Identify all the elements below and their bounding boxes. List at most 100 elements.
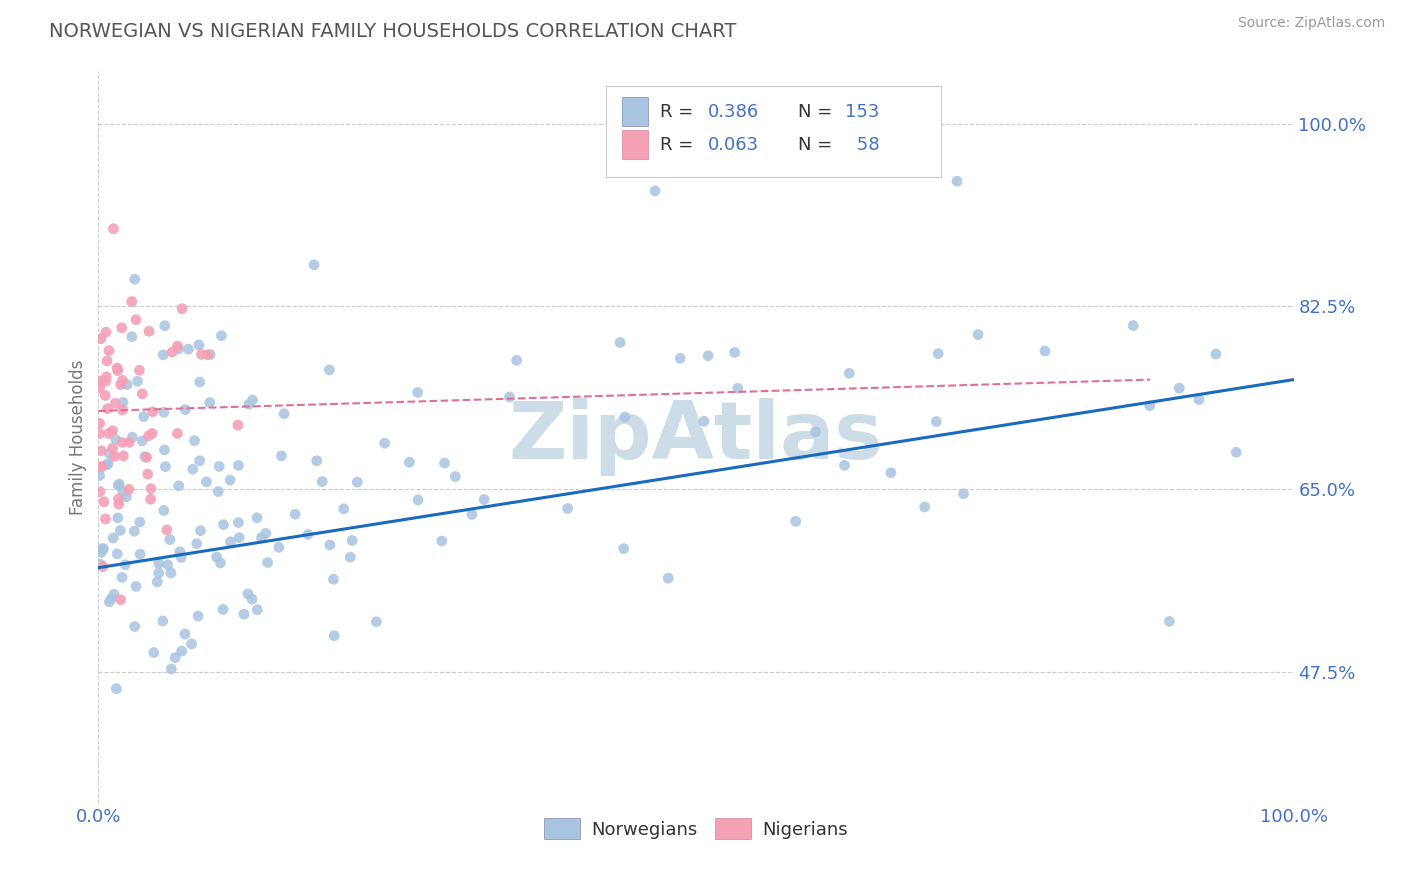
Point — [96, 458, 118, 472]
Point — [132, 409, 155, 424]
Point — [89, 381, 111, 395]
Point — [142, 646, 165, 660]
Point — [153, 318, 176, 333]
Point — [322, 572, 344, 586]
Point — [205, 550, 228, 565]
Point — [160, 566, 183, 580]
Point — [506, 353, 529, 368]
Point — [188, 338, 211, 352]
Point — [142, 405, 165, 419]
Point — [104, 433, 127, 447]
Point — [212, 517, 235, 532]
Point — [148, 566, 170, 580]
Point — [302, 258, 325, 272]
Point — [107, 363, 129, 377]
Point — [105, 681, 128, 696]
Point — [219, 534, 242, 549]
Point — [208, 459, 231, 474]
Point — [256, 556, 278, 570]
Point — [136, 467, 159, 482]
Point — [111, 570, 134, 584]
Point — [242, 393, 264, 408]
Point — [152, 614, 174, 628]
Point — [124, 524, 146, 539]
Point — [167, 479, 190, 493]
Point — [609, 335, 631, 350]
Point — [174, 627, 197, 641]
Point — [228, 516, 250, 530]
Point — [498, 390, 520, 404]
Text: NORWEGIAN VS NIGERIAN FAMILY HOUSEHOLDS CORRELATION CHART: NORWEGIAN VS NIGERIAN FAMILY HOUSEHOLDS … — [49, 22, 737, 41]
Point — [346, 475, 368, 490]
Point — [89, 417, 111, 431]
Point — [305, 453, 328, 467]
Point — [159, 533, 181, 547]
Point — [1033, 344, 1056, 359]
Point — [153, 405, 176, 419]
Point — [170, 644, 193, 658]
Point — [100, 591, 122, 606]
Point — [430, 534, 453, 549]
Point — [131, 387, 153, 401]
Point — [153, 442, 176, 457]
Point — [97, 426, 120, 441]
Point — [111, 403, 134, 417]
Point — [834, 458, 856, 473]
Point — [177, 342, 200, 356]
Point — [124, 272, 146, 286]
Point — [134, 450, 156, 464]
Point — [374, 436, 396, 450]
Point — [197, 348, 219, 362]
Point — [318, 363, 340, 377]
Point — [169, 545, 191, 559]
Point — [89, 468, 111, 483]
Legend: Norwegians, Nigerians: Norwegians, Nigerians — [537, 811, 855, 847]
Point — [186, 536, 208, 550]
Text: 0.386: 0.386 — [709, 103, 759, 120]
Point — [284, 508, 307, 522]
Point — [115, 490, 138, 504]
Bar — [621, 130, 648, 159]
Point — [139, 482, 162, 496]
Point — [91, 541, 114, 556]
Point — [1122, 318, 1144, 333]
Point — [250, 531, 273, 545]
Point — [111, 395, 134, 409]
Point — [927, 346, 949, 360]
Point — [103, 221, 125, 235]
Point — [727, 381, 749, 395]
Point — [166, 339, 188, 353]
Point — [785, 514, 807, 528]
Point — [160, 662, 183, 676]
Point — [107, 491, 129, 506]
Point — [152, 503, 174, 517]
Point — [98, 595, 121, 609]
Point — [105, 547, 128, 561]
Point — [111, 435, 134, 450]
Point — [311, 475, 333, 489]
Point — [111, 320, 134, 334]
Point — [90, 332, 112, 346]
Point — [1188, 392, 1211, 407]
Point — [233, 607, 256, 622]
Point — [174, 402, 197, 417]
Point — [1159, 615, 1181, 629]
Point — [238, 397, 260, 411]
Point — [669, 351, 692, 366]
Point — [195, 475, 218, 489]
FancyBboxPatch shape — [606, 86, 941, 178]
Point — [181, 462, 204, 476]
Point — [156, 558, 179, 572]
Point — [101, 531, 124, 545]
Point — [89, 426, 111, 441]
Point — [267, 541, 290, 555]
Text: ZipAtlas: ZipAtlas — [509, 398, 883, 476]
Point — [319, 538, 342, 552]
Point — [128, 515, 150, 529]
Point — [914, 500, 936, 514]
Point — [167, 342, 190, 356]
Point — [952, 487, 974, 501]
Point — [946, 174, 969, 188]
Point — [198, 348, 221, 362]
Point — [190, 347, 212, 361]
